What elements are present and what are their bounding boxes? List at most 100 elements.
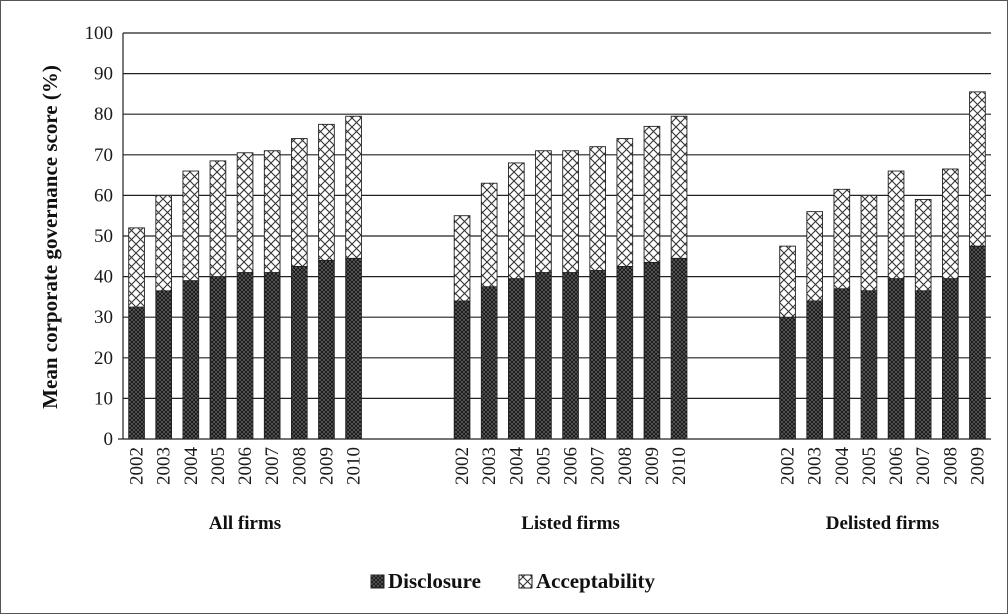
bar-acceptability — [779, 245, 796, 318]
bar-acceptability — [453, 215, 471, 302]
x-tick-label: 2005 — [533, 447, 554, 485]
bar-disclosure — [209, 276, 227, 440]
group-label: Delisted firms — [826, 513, 939, 534]
bar-acceptability — [535, 150, 552, 273]
bar-disclosure — [670, 257, 688, 440]
y-tick-label: 90 — [94, 64, 113, 85]
y-tick-label: 70 — [94, 145, 113, 166]
x-tick-label: 2007 — [588, 447, 609, 485]
bar-disclosure — [128, 306, 145, 440]
x-tick-label: 2010 — [669, 447, 690, 485]
bar-disclosure — [562, 272, 579, 440]
bar-disclosure — [453, 300, 471, 440]
bar-disclosure — [535, 272, 552, 440]
bar-acceptability — [480, 182, 498, 288]
x-tick-label: 2009 — [316, 447, 337, 485]
x-tick-label: 2002 — [127, 447, 148, 485]
bar-acceptability — [128, 227, 145, 308]
bar-acceptability — [941, 168, 959, 280]
x-tick-label: 2007 — [913, 447, 934, 485]
y-tick-label: 80 — [94, 104, 113, 125]
x-tick-labels: 2002 2003 2004 2005 2006 2007 2008 2009 2010 2002… — [127, 447, 989, 486]
y-tick-label: 10 — [94, 388, 113, 409]
y-axis-label: Mean corporate governance score (%) — [38, 65, 62, 409]
bar-acceptability — [616, 138, 634, 267]
bar-disclosure — [616, 266, 634, 440]
x-tick-label: 2002 — [778, 447, 799, 485]
bar-disclosure — [887, 278, 905, 440]
y-tick-label: 30 — [94, 307, 113, 328]
x-tick-label: 2003 — [479, 447, 500, 485]
legend-label-acceptability: Acceptability — [536, 569, 655, 593]
bar-disclosure — [345, 257, 362, 440]
bar-acceptability — [345, 115, 362, 259]
bar-series — [128, 91, 986, 440]
group-label: Listed firms — [521, 513, 620, 534]
bar-acceptability — [562, 150, 579, 273]
x-tick-label: 2002 — [452, 447, 473, 485]
y-tick-label: 100 — [85, 23, 114, 44]
x-tick-label: 2003 — [805, 447, 826, 485]
group-labels: All firms Listed firms Delisted firms — [209, 513, 939, 534]
bar-acceptability — [860, 194, 878, 292]
x-tick-label: 2006 — [561, 447, 582, 485]
bar-disclosure — [914, 290, 932, 440]
bar-disclosure — [263, 272, 281, 440]
x-tick-label: 2008 — [940, 447, 961, 485]
bar-disclosure — [941, 278, 959, 440]
bar-disclosure — [236, 272, 254, 440]
y-tick-label: 0 — [104, 429, 114, 450]
x-tick-label: 2008 — [615, 447, 636, 485]
legend-swatch-acceptability — [518, 574, 533, 589]
bar-acceptability — [833, 188, 851, 290]
bar-disclosure — [290, 266, 308, 440]
bar-disclosure — [806, 300, 824, 440]
y-tick-label: 60 — [94, 185, 113, 206]
x-tick-label: 2006 — [235, 447, 256, 485]
x-tick-label: 2004 — [506, 447, 527, 486]
x-tick-label: 2006 — [886, 447, 907, 485]
x-tick-label: 2009 — [642, 447, 663, 485]
bar-acceptability — [589, 146, 607, 271]
legend-swatch-disclosure — [370, 574, 385, 589]
x-tick-label: 2004 — [832, 447, 853, 486]
bar-disclosure — [480, 286, 498, 440]
bar-acceptability — [507, 162, 525, 280]
legend-label-disclosure: Disclosure — [388, 569, 481, 593]
x-tick-label: 2009 — [967, 447, 988, 485]
bar-disclosure — [182, 280, 200, 440]
bar-acceptability — [643, 125, 661, 263]
bar-disclosure — [860, 290, 878, 440]
bar-acceptability — [209, 160, 227, 278]
bar-disclosure — [779, 316, 796, 440]
y-tick-label: 50 — [94, 226, 113, 247]
x-tick-label: 2003 — [154, 447, 175, 485]
bar-acceptability — [969, 91, 986, 247]
bar-disclosure — [155, 290, 173, 440]
bar-disclosure — [969, 245, 986, 440]
axes — [118, 33, 991, 440]
bar-disclosure — [589, 270, 607, 440]
bar-acceptability — [887, 170, 905, 280]
y-tick-labels: 0 10 20 30 40 50 60 70 80 90 100 — [85, 23, 114, 450]
bar-acceptability — [182, 170, 200, 282]
x-tick-label: 2010 — [344, 447, 365, 485]
x-tick-label: 2005 — [859, 447, 880, 485]
y-tick-label: 40 — [94, 267, 113, 288]
bar-acceptability — [806, 211, 824, 302]
bar-disclosure — [833, 288, 851, 440]
group-label: All firms — [209, 513, 281, 534]
bar-acceptability — [914, 199, 932, 292]
bar-acceptability — [155, 194, 173, 292]
bar-acceptability — [318, 123, 335, 261]
bar-acceptability — [670, 115, 688, 259]
legend: Disclosure Acceptability — [370, 569, 655, 593]
x-tick-label: 2005 — [208, 447, 229, 485]
bar-disclosure — [507, 278, 525, 440]
y-tick-label: 20 — [94, 348, 113, 369]
x-tick-label: 2004 — [181, 447, 202, 486]
bar-acceptability — [290, 138, 308, 267]
bar-acceptability — [263, 150, 281, 273]
bar-disclosure — [318, 259, 335, 440]
